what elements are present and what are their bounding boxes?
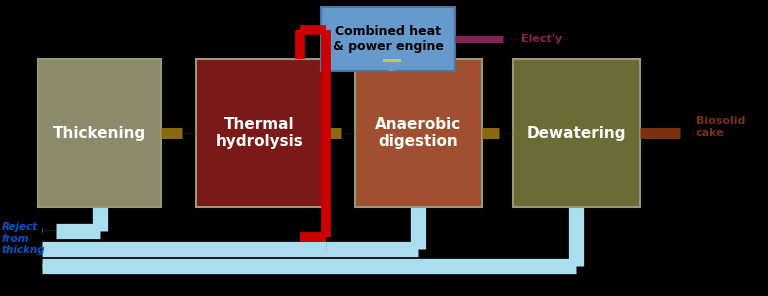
FancyBboxPatch shape xyxy=(321,7,455,71)
Text: Thickening: Thickening xyxy=(53,126,147,141)
FancyBboxPatch shape xyxy=(196,59,323,207)
Text: Biosolid
cake: Biosolid cake xyxy=(696,117,745,138)
Text: Thermal
hydrolysis: Thermal hydrolysis xyxy=(215,117,303,149)
Text: Anaerobic
digestion: Anaerobic digestion xyxy=(375,117,462,149)
Text: Reject
from
thickng: Reject from thickng xyxy=(2,222,45,255)
FancyBboxPatch shape xyxy=(513,59,640,207)
Text: Elect'y: Elect'y xyxy=(521,34,562,44)
FancyBboxPatch shape xyxy=(355,59,482,207)
FancyBboxPatch shape xyxy=(38,59,161,207)
Text: Combined heat
& power engine: Combined heat & power engine xyxy=(333,25,444,53)
Text: Dewatering: Dewatering xyxy=(527,126,626,141)
